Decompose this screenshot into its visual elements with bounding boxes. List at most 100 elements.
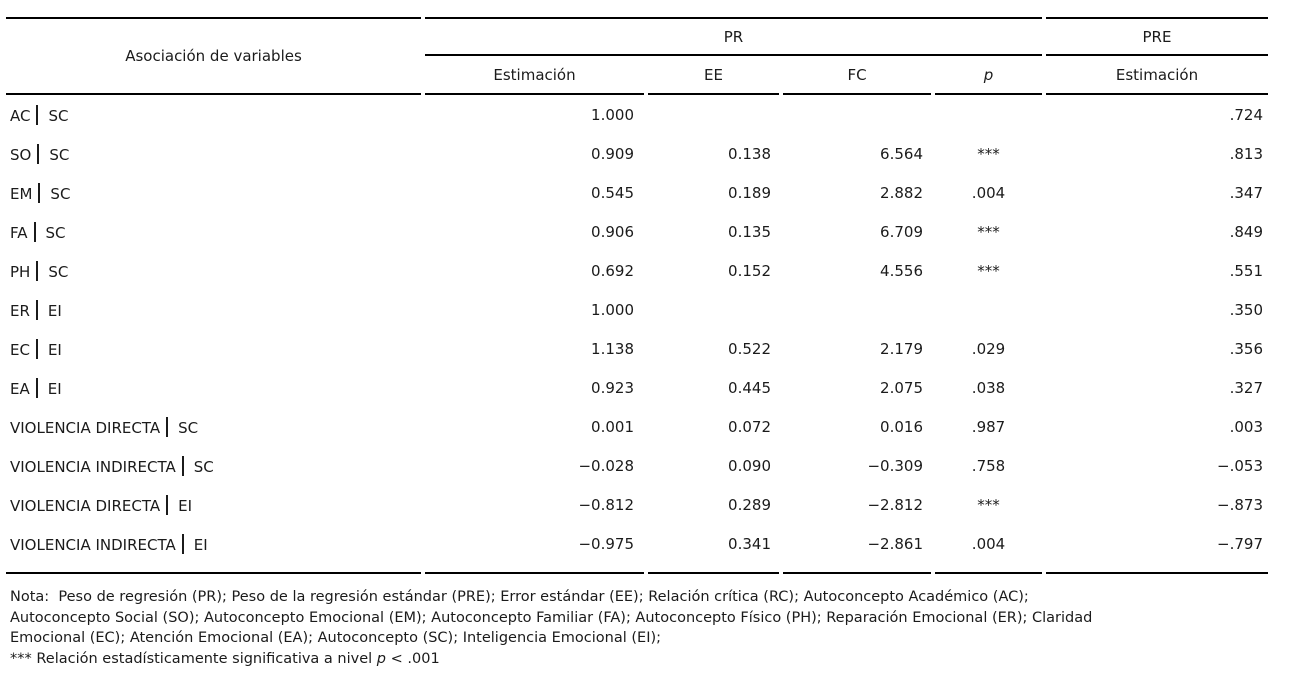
variable-code-right: EI xyxy=(47,301,62,320)
p-value-cell xyxy=(935,95,1042,134)
column-header-estimacion-pr: Estimación xyxy=(425,56,644,95)
p-value-cell xyxy=(935,290,1042,329)
p-value-cell: *** xyxy=(977,261,1000,280)
variable-code-left: AC xyxy=(10,106,31,125)
variable-association-cell: EA EI xyxy=(6,368,421,407)
variable-code-left: EA xyxy=(10,379,30,398)
divider-bar-icon xyxy=(35,338,38,359)
ee-cell: 0.522 xyxy=(728,339,771,358)
estimacion-pr-cell: 1.138 xyxy=(591,339,634,358)
variable-association-cell: VIOLENCIA INDIRECTA EI xyxy=(6,524,421,574)
ee-cell: 0.189 xyxy=(728,183,771,202)
ee-cell: 0.341 xyxy=(648,524,779,574)
estimacion-pre-cell: .350 xyxy=(1229,300,1263,319)
fc-cell: 2.179 xyxy=(880,339,923,358)
divider-bar-icon xyxy=(181,533,184,554)
p-value-cell: .038 xyxy=(971,378,1006,397)
variable-code-right: SC xyxy=(49,145,70,164)
ee-cell: 0.090 xyxy=(728,456,771,475)
variable-association-cell: ER EI xyxy=(6,290,421,329)
table-row: VIOLENCIA DIRECTA EI −0.812 0.289 −2.812 … xyxy=(6,485,1268,524)
note-significance-prefix: *** Relación estadísticamente significat… xyxy=(10,650,377,667)
fc-cell: −2.861 xyxy=(783,524,931,574)
variable-code-left: EC xyxy=(10,340,30,359)
variable-code-left: SO xyxy=(10,145,32,164)
table-row: FA SC 0.906 0.135 6.709 *** .849 xyxy=(6,212,1268,251)
p-value-cell: .987 xyxy=(971,417,1006,436)
variable-code-right: SC xyxy=(48,262,69,281)
p-value-cell: .004 xyxy=(935,524,1042,574)
p-value-cell: *** xyxy=(977,495,1000,514)
note-significance-p: p xyxy=(376,650,387,667)
variable-association-cell: VIOLENCIA DIRECTA SC xyxy=(6,407,421,446)
fc-cell: 2.075 xyxy=(880,378,923,397)
variable-code-right: EI xyxy=(47,379,62,398)
estimacion-pr-cell: 0.923 xyxy=(591,378,634,397)
ee-cell: 0.289 xyxy=(728,495,771,514)
fc-cell: 6.564 xyxy=(880,144,923,163)
variable-association-cell: AC SC xyxy=(6,95,421,134)
variable-code-left: ER xyxy=(10,301,30,320)
variable-association-cell: VIOLENCIA INDIRECTA SC xyxy=(6,446,421,485)
estimacion-pr-cell: 0.906 xyxy=(591,222,634,241)
ee-cell: 0.138 xyxy=(728,144,771,163)
variable-association-cell: EC EI xyxy=(6,329,421,368)
estimacion-pre-cell: .813 xyxy=(1229,144,1263,163)
estimacion-pr-cell: −0.975 xyxy=(425,524,644,574)
note-line-1: Nota: Peso de regresión (PR); Peso de la… xyxy=(10,589,1029,605)
estimacion-pre-cell: .551 xyxy=(1229,261,1263,280)
variable-code-right: EI xyxy=(47,340,62,359)
divider-bar-icon xyxy=(166,494,169,515)
divider-bar-icon xyxy=(166,416,169,437)
variable-code-left: VIOLENCIA INDIRECTA xyxy=(10,457,176,476)
table-row: VIOLENCIA INDIRECTA EI −0.975 0.341 −2.86… xyxy=(6,524,1268,574)
ee-cell: 0.152 xyxy=(728,261,771,280)
variable-association-cell: PH SC xyxy=(6,251,421,290)
estimacion-pre-cell: −.053 xyxy=(1217,456,1263,475)
divider-bar-icon xyxy=(33,221,36,242)
estimacion-pr-cell: 1.000 xyxy=(591,105,634,124)
ee-cell xyxy=(648,95,779,134)
p-value-cell: .758 xyxy=(971,456,1006,475)
note-line-significance: *** Relación estadísticamente significat… xyxy=(10,649,1310,670)
divider-bar-icon xyxy=(38,182,41,203)
ee-cell: 0.135 xyxy=(728,222,771,241)
table-row: EA EI 0.923 0.445 2.075 .038 .327 xyxy=(6,368,1268,407)
variable-code-left: EM xyxy=(10,184,33,203)
fc-cell xyxy=(783,290,931,329)
column-group-header-pre: PRE xyxy=(1046,17,1268,56)
fc-cell: −2.812 xyxy=(867,495,923,514)
estimacion-pre-cell: .347 xyxy=(1229,183,1263,202)
estimacion-pr-cell: 0.909 xyxy=(591,144,634,163)
column-header-ee: EE xyxy=(648,56,779,95)
column-header-asociacion-de-variables: Asociación de variables xyxy=(6,17,421,95)
variable-association-cell: SO SC xyxy=(6,134,421,173)
regression-weights-table: Asociación de variables PR PRE Estimació… xyxy=(2,17,1272,574)
divider-bar-icon xyxy=(35,377,38,398)
header-row-subcolumns: Estimación EE FC p Estimación xyxy=(6,56,1268,95)
variable-association-cell: FA SC xyxy=(6,212,421,251)
ee-cell: 0.072 xyxy=(728,417,771,436)
column-header-p: p xyxy=(935,56,1042,95)
fc-cell: 0.016 xyxy=(880,417,923,436)
variable-association-cell: VIOLENCIA DIRECTA EI xyxy=(6,485,421,524)
divider-bar-icon xyxy=(35,299,38,320)
estimacion-pre-cell: .849 xyxy=(1229,222,1263,241)
variable-code-left: FA xyxy=(10,223,28,242)
table-row: ER EI 1.000 .350 xyxy=(6,290,1268,329)
variable-code-right: SC xyxy=(193,457,214,476)
ee-cell: 0.445 xyxy=(728,378,771,397)
table-row: EC EI 1.138 0.522 2.179 .029 .356 xyxy=(6,329,1268,368)
estimacion-pre-cell: .724 xyxy=(1229,105,1263,124)
estimacion-pr-cell: 0.545 xyxy=(591,183,634,202)
note-line-2: Autoconcepto Social (SO); Autoconcepto E… xyxy=(10,609,1093,626)
variable-code-right: SC xyxy=(178,418,199,437)
variable-association-cell: EM SC xyxy=(6,173,421,212)
fc-cell: 6.709 xyxy=(880,222,923,241)
fc-cell xyxy=(783,95,931,134)
estimacion-pr-cell: 0.001 xyxy=(591,417,634,436)
estimacion-pr-cell: −0.028 xyxy=(578,456,634,475)
fc-cell: 2.882 xyxy=(880,183,923,202)
variable-code-right: EI xyxy=(178,496,192,515)
